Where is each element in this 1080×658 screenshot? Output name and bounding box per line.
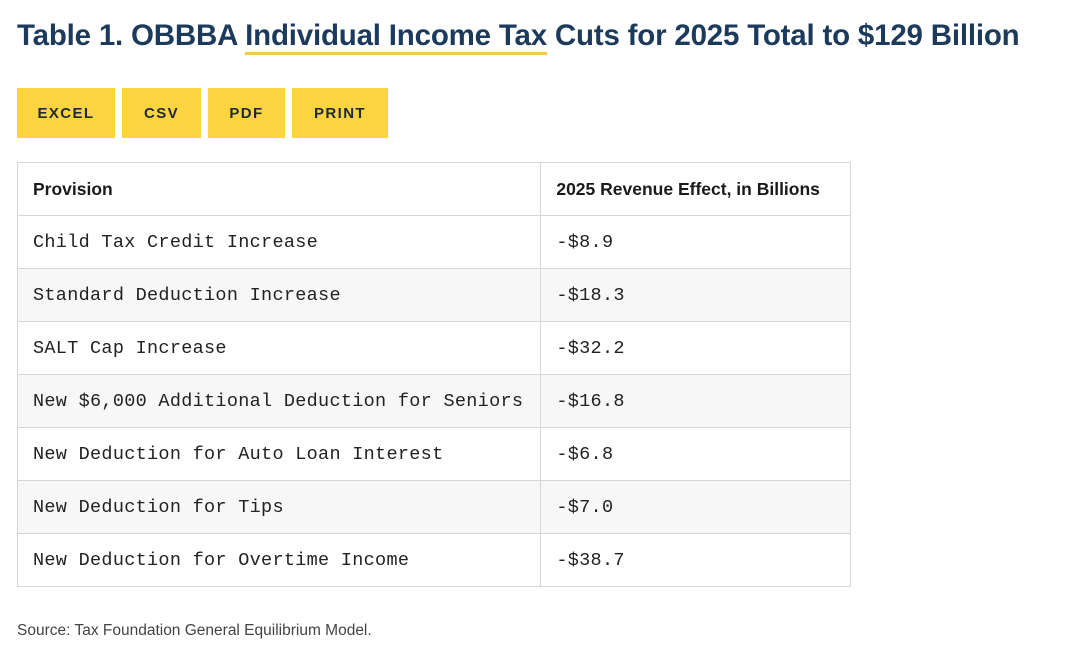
source-note: Source: Tax Foundation General Equilibri… — [17, 622, 372, 639]
table-row: New Deduction for Tips -$7.0 — [16, 480, 851, 534]
provision-cell: New Deduction for Auto Loan Interest — [16, 427, 542, 481]
table-row: New Deduction for Auto Loan Interest -$6… — [16, 427, 851, 481]
excel-button[interactable]: EXCEL — [17, 88, 115, 138]
table-header-row: Provision 2025 Revenue Effect, in Billio… — [16, 162, 851, 216]
header-revenue-effect: 2025 Revenue Effect, in Billions — [540, 162, 851, 216]
csv-button[interactable]: CSV — [122, 88, 201, 138]
provision-cell: Standard Deduction Increase — [16, 268, 542, 322]
title-suffix: Cuts for 2025 Total to $129 Billion — [546, 19, 1020, 52]
provision-cell: New Deduction for Tips — [16, 480, 542, 534]
print-button[interactable]: PRINT — [292, 88, 388, 138]
effect-cell: -$8.9 — [540, 215, 851, 269]
provision-cell: Child Tax Credit Increase — [16, 215, 542, 269]
provision-cell: SALT Cap Increase — [16, 321, 542, 375]
table-row: New $6,000 Additional Deduction for Seni… — [16, 374, 851, 428]
table-row: Standard Deduction Increase -$18.3 — [16, 268, 851, 322]
provision-cell: New $6,000 Additional Deduction for Seni… — [16, 374, 542, 428]
effect-cell: -$16.8 — [540, 374, 851, 428]
export-toolbar: EXCEL CSV PDF PRINT — [17, 88, 388, 138]
effect-cell: -$38.7 — [540, 533, 851, 587]
effect-cell: -$32.2 — [540, 321, 851, 375]
title-highlight-link[interactable]: Individual Income Tax — [245, 19, 547, 55]
effect-cell: -$18.3 — [540, 268, 851, 322]
header-provision: Provision — [16, 162, 542, 216]
provision-cell: New Deduction for Overtime Income — [16, 533, 542, 587]
table-row: New Deduction for Overtime Income -$38.7 — [16, 533, 851, 587]
table-row: SALT Cap Increase -$32.2 — [16, 321, 851, 375]
effect-cell: -$7.0 — [540, 480, 851, 534]
pdf-button[interactable]: PDF — [208, 88, 285, 138]
title-prefix: Table 1. OBBBA — [17, 19, 246, 52]
table-row: Child Tax Credit Increase -$8.9 — [16, 215, 851, 269]
effect-cell: -$6.8 — [540, 427, 851, 481]
page-title: Table 1. OBBBA Individual Income Tax Cut… — [17, 14, 1020, 58]
revenue-table: Provision 2025 Revenue Effect, in Billio… — [16, 162, 851, 587]
